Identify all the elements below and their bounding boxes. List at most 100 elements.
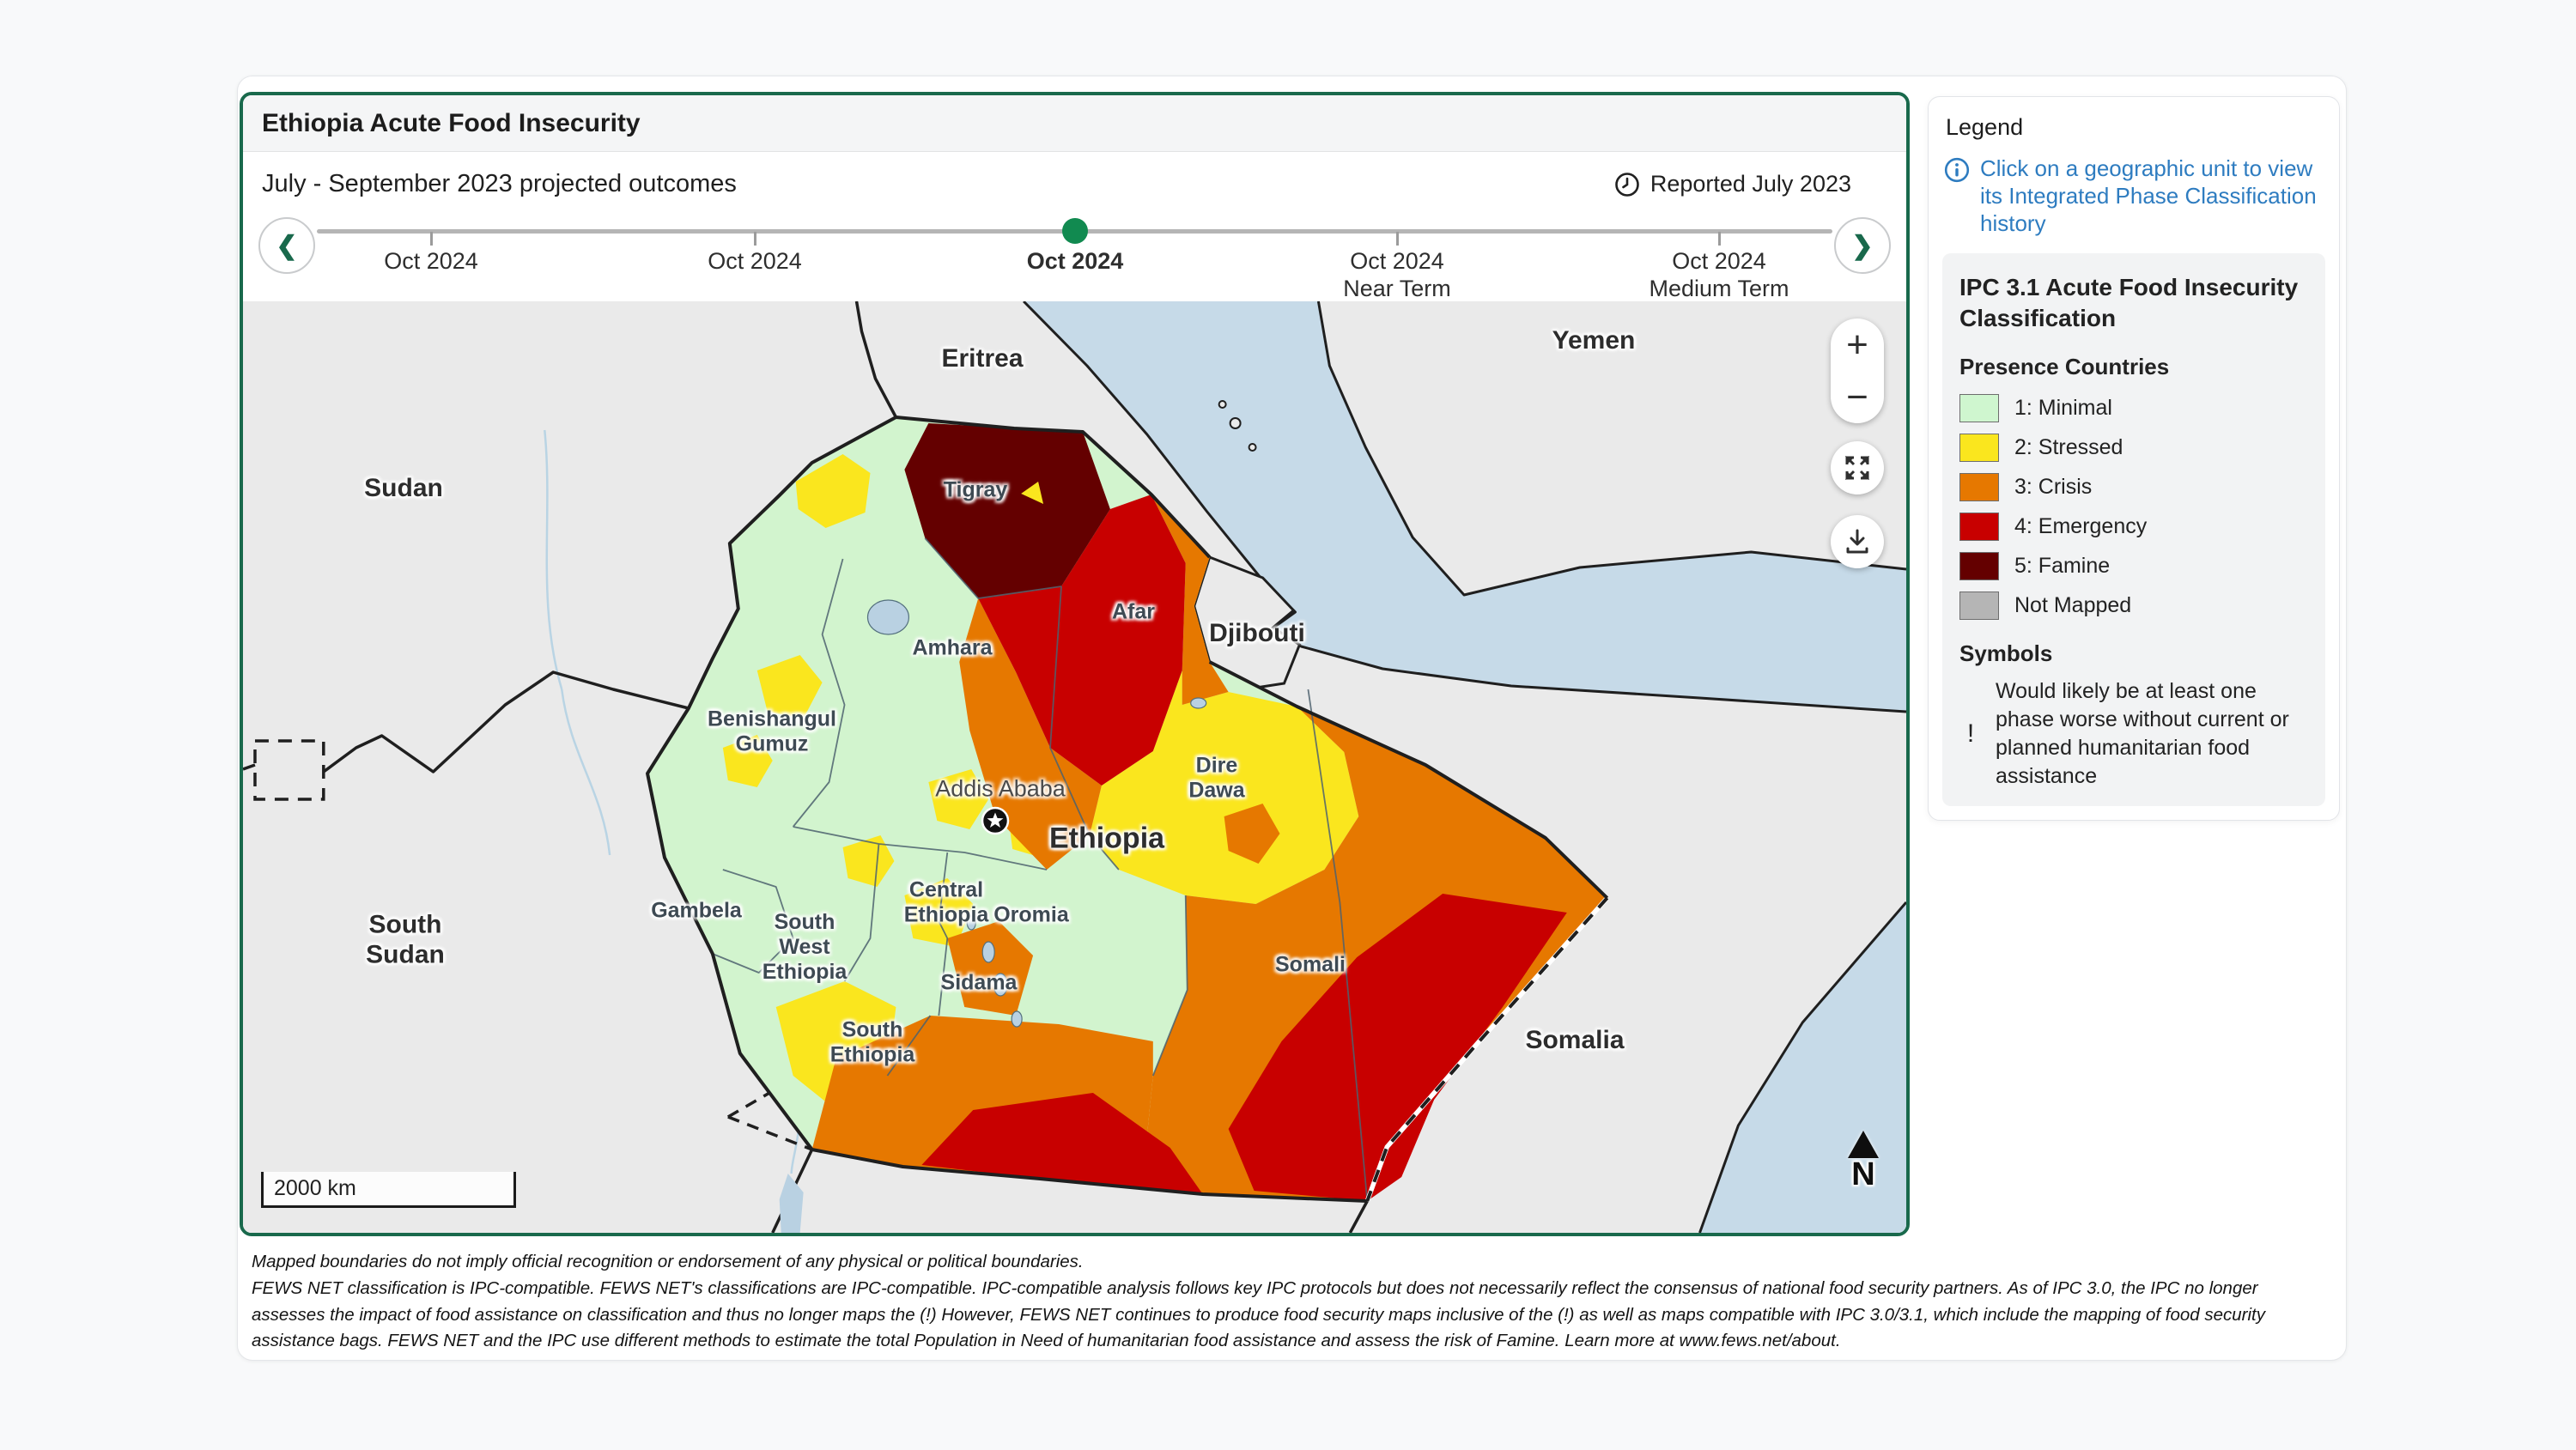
download-button[interactable]: [1831, 515, 1884, 568]
legend-item-label: 1: Minimal: [2014, 396, 2112, 421]
region-label-gambela: Gambela: [651, 898, 742, 923]
legend-item-2: 3: Crisis: [1959, 473, 2308, 502]
timeline: ❮ ❯ Oct 2024 Oct 2024 Oct 2024 Oct 2024 Nea…: [243, 216, 1906, 301]
timeline-next-button[interactable]: ❯: [1834, 217, 1891, 274]
region-label-somali: Somali: [1275, 952, 1346, 977]
presence-countries-title: Presence Countries: [1959, 354, 2170, 380]
legend-item-label: Not Mapped: [2014, 593, 2132, 618]
disclaimer-line2: FEWS NET classification is IPC-compatibl…: [252, 1277, 2265, 1351]
timeline-tick: [753, 232, 756, 246]
legend-swatch: [1959, 394, 1999, 423]
card-title-bar: Ethiopia Acute Food Insecurity: [243, 95, 1906, 152]
reported-date: Reported July 2023: [1614, 171, 1851, 197]
region-label-amhara: Amhara: [912, 635, 993, 660]
legend-swatch: [1959, 434, 1999, 463]
ethiopia-border-dashed: [1365, 896, 1609, 1202]
page-title: Ethiopia Acute Food Insecurity: [262, 108, 641, 137]
zoom-in-button[interactable]: +: [1831, 319, 1884, 371]
zoom-out-button[interactable]: −: [1831, 371, 1884, 423]
zoom-control: + −: [1831, 319, 1884, 423]
legend-title: Legend: [1946, 114, 2024, 140]
legend-swatch: [1959, 513, 1999, 542]
region-label-benishangul-gumuz: Benishangul Gumuz: [707, 707, 837, 755]
legend-item-label: 3: Crisis: [2014, 475, 2093, 500]
legend-items: 1: Minimal 2: Stressed 3: Crisis 4: Emergen…: [1959, 394, 2308, 621]
region-label-south-ethiopia: South Ethiopia: [829, 1017, 915, 1066]
card-subtitle-bar: July - September 2023 projected outcomes…: [243, 152, 1906, 216]
disclaimer-line1: Mapped boundaries do not imply official …: [252, 1252, 1084, 1271]
region-label-afar: Afar: [1111, 599, 1156, 624]
legend-item-label: 2: Stressed: [2014, 435, 2123, 460]
map-labels-layer: Sudan Eritrea Yemen Djibouti South Sudan Soma…: [243, 301, 1906, 1233]
lakes: [779, 599, 1207, 1233]
country-label-somalia: Somalia: [1525, 1025, 1625, 1054]
legend-swatch: [1959, 473, 1999, 502]
timeline-item-3[interactable]: Oct 2024 Near Term: [1343, 248, 1451, 302]
timeline-tick: [429, 232, 433, 246]
north-arrow-icon: [1848, 1131, 1879, 1158]
legend-swatch: [1959, 552, 1999, 581]
info-icon: [1944, 157, 1970, 183]
timeline-item-1[interactable]: Oct 2024: [708, 248, 802, 274]
region-label-south-west-ethiopia: South West Ethiopia: [762, 909, 848, 984]
clock-icon: [1615, 172, 1639, 197]
legend-item-4: 5: Famine: [1959, 552, 2308, 581]
country-label-djibouti: Djibouti: [1209, 618, 1305, 647]
symbol-row: ! Would likely be at least one phase wor…: [1959, 677, 2308, 791]
region-label-dire-dawa: Dire Dawa: [1188, 753, 1245, 802]
legend-panel: Legend Click on a geographic unit to vie…: [1928, 96, 2340, 822]
region-label-tigray: Tigray: [943, 477, 1008, 502]
islands: [1218, 400, 1257, 452]
legend-item-label: 4: Emergency: [2014, 514, 2148, 539]
timeline-active-dot[interactable]: [1062, 218, 1088, 244]
basemap-svg: [243, 301, 1906, 1233]
timeline-prev-button[interactable]: ❮: [258, 217, 315, 274]
ipc-history-link[interactable]: Click on a geographic unit to view its I…: [1944, 155, 2324, 238]
country-label-south-sudan: South Sudan: [366, 910, 445, 969]
legend-item-0: 1: Minimal: [1959, 394, 2308, 423]
country-label-ethiopia: Ethiopia: [1048, 822, 1165, 855]
scale-bar: 2000 km: [261, 1172, 516, 1208]
region-label-central-ethiopia: Central Ethiopia: [903, 877, 989, 926]
country-borders: [243, 301, 1369, 1233]
coastlines: [1023, 301, 1906, 1233]
classification-title: IPC 3.1 Acute Food Insecurity Classifica…: [1959, 273, 2299, 331]
ethiopia-border: [646, 416, 1609, 1203]
fullscreen-button[interactable]: [1831, 441, 1884, 494]
fullscreen-icon: [1845, 456, 1869, 480]
legend-item-label: 5: Famine: [2014, 554, 2111, 579]
legend-swatch: [1959, 592, 1999, 621]
timeline-item-2[interactable]: Oct 2024: [1026, 248, 1124, 274]
app-panel: Ethiopia Acute Food Insecurity July - Se…: [237, 76, 2347, 1361]
timeline-tick: [1395, 232, 1399, 246]
download-icon: [1846, 529, 1868, 554]
region-label-oromia: Oromia: [993, 902, 1069, 927]
timeline-item-4[interactable]: Oct 2024 Medium Term: [1649, 248, 1789, 302]
chevron-right-icon: ❯: [1851, 231, 1874, 260]
region-borders: [712, 537, 1369, 1202]
chevron-left-icon: ❮: [276, 231, 298, 260]
map-card: Ethiopia Acute Food Insecurity July - Se…: [240, 92, 1910, 1236]
legend-item-1: 2: Stressed: [1959, 434, 2308, 463]
phase4-areas[interactable]: [921, 494, 1567, 1201]
capital-star-icon: [979, 804, 1012, 837]
symbols-title: Symbols: [1959, 640, 2053, 667]
disclaimer-footer: Mapped boundaries do not imply official …: [252, 1249, 2335, 1355]
north-arrow: N: [1836, 1131, 1891, 1192]
country-label-sudan: Sudan: [364, 473, 443, 502]
timeline-item-0[interactable]: Oct 2024: [384, 248, 478, 274]
symbol-description: Would likely be at least one phase worse…: [1996, 679, 2289, 789]
phase2-areas[interactable]: [722, 454, 1359, 1110]
phase5-area[interactable]: [904, 423, 1110, 598]
country-label-eritrea: Eritrea: [941, 343, 1024, 373]
legend-item-3: 4: Emergency: [1959, 513, 2308, 542]
region-label-sidama: Sidama: [940, 970, 1018, 995]
period-subtitle: July - September 2023 projected outcomes: [262, 170, 737, 197]
phase2-tigray-pocket[interactable]: [1021, 482, 1044, 504]
exclamation-symbol: !: [1966, 719, 1975, 749]
timeline-tick: [1717, 232, 1721, 246]
map-area[interactable]: Sudan Eritrea Yemen Djibouti South Sudan Soma…: [243, 301, 1906, 1233]
legend-item-5: Not Mapped: [1959, 592, 2308, 621]
city-label-addis-ababa: Addis Ababa: [935, 775, 1066, 802]
country-label-yemen: Yemen: [1552, 325, 1636, 355]
